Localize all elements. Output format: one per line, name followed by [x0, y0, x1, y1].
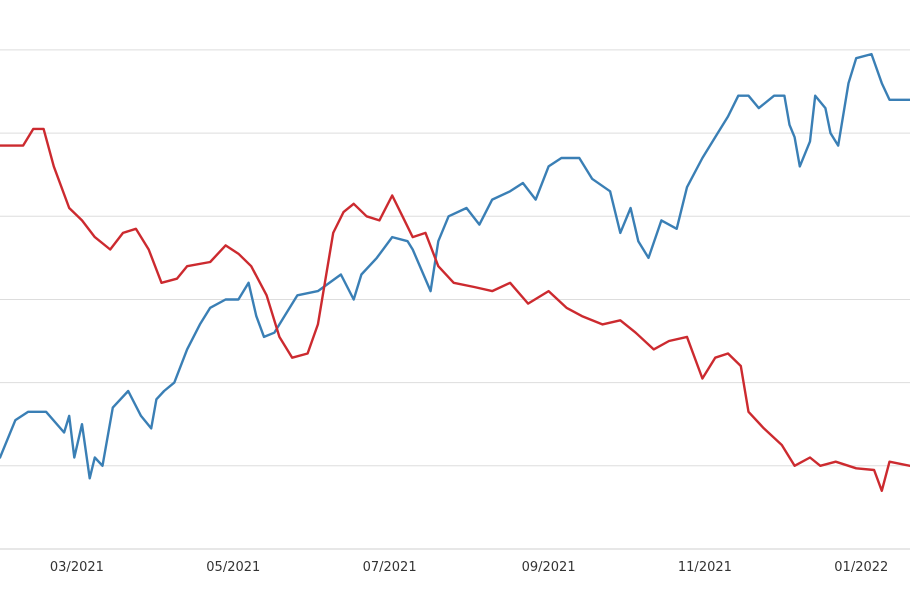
gridlines: [0, 49, 910, 467]
x-tick-label: 05/2021: [206, 560, 260, 575]
x-tick-label: 01/2022: [834, 560, 888, 575]
x-tick-label: 03/2021: [50, 560, 104, 575]
x-tick-label: 09/2021: [522, 560, 576, 575]
x-tick-label: 11/2021: [678, 560, 732, 575]
x-tick-labels: 03/2021 05/2021 07/2021 09/2021 11/2021 01/20…: [50, 560, 888, 575]
series-layer: [0, 52, 910, 492]
series-line-2: [0, 127, 910, 492]
x-tick-label: 07/2021: [363, 560, 417, 575]
series-line-1: [0, 52, 910, 480]
